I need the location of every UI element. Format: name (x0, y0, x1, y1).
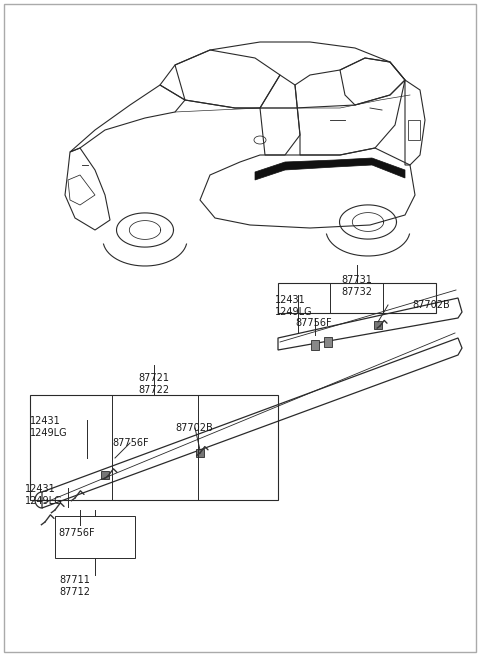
Text: 87702B: 87702B (175, 423, 213, 433)
Text: 87756F: 87756F (58, 528, 95, 538)
Bar (324, 337, 332, 347)
Text: 87702B: 87702B (412, 300, 450, 310)
Bar (101, 471, 109, 479)
Bar (311, 340, 319, 350)
Bar (30, 395, 278, 500)
Polygon shape (255, 158, 405, 180)
Bar (196, 449, 204, 457)
Bar (408, 120, 420, 140)
Text: 87756F: 87756F (295, 318, 332, 328)
Text: 87711
87712: 87711 87712 (60, 575, 91, 598)
Text: 87721
87722: 87721 87722 (138, 373, 169, 396)
Bar (55, 516, 135, 558)
Bar (374, 321, 382, 329)
Text: 87731
87732: 87731 87732 (341, 275, 372, 297)
Text: 12431
1249LG: 12431 1249LG (275, 295, 312, 318)
Text: 87756F: 87756F (112, 438, 149, 448)
Text: 12431
1249LG: 12431 1249LG (30, 416, 68, 438)
Text: 12431
1249LG: 12431 1249LG (25, 484, 62, 506)
Bar (278, 283, 436, 313)
